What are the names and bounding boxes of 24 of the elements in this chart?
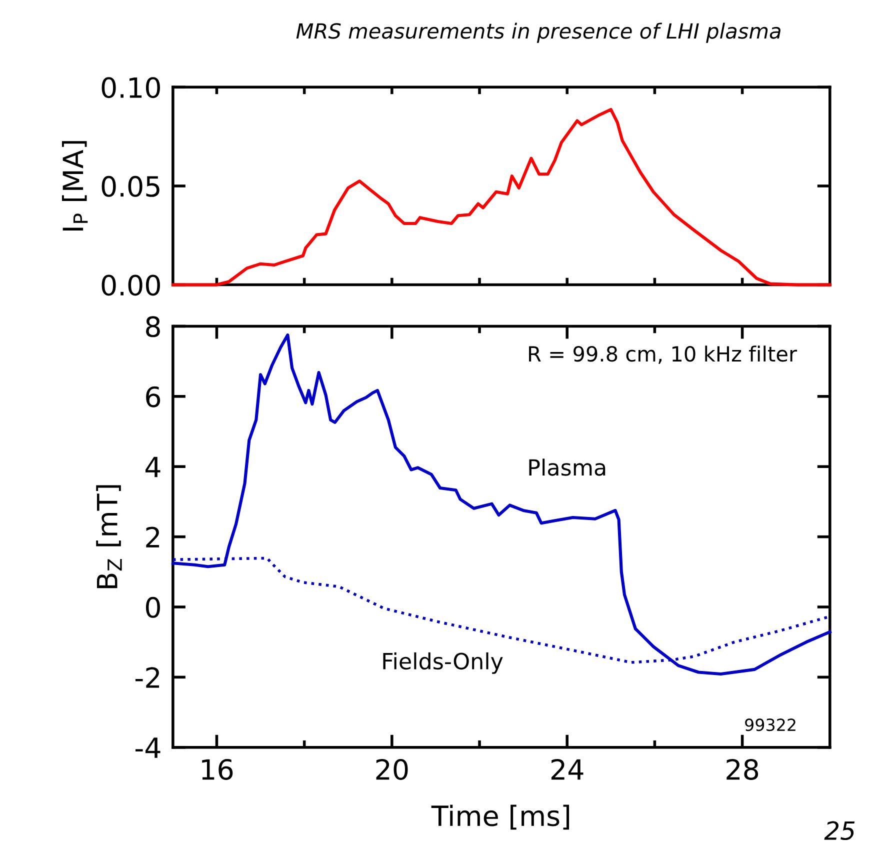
y-axis-title: B$_{Z}$ [mT] [96, 485, 122, 588]
text: 25 [824, 821, 855, 840]
x-tick-label: 24 [551, 758, 584, 780]
series-label: Fields-Only [383, 652, 503, 674]
x-axis-title: Time [ms] [431, 804, 570, 830]
y-tick-label: 0.10 [102, 77, 160, 98]
annotation: R = 99.8 cm, 10 kHz filter [529, 346, 798, 364]
y-tick-label: 2 [146, 526, 160, 548]
y-tick-label: -2 [135, 667, 160, 688]
y-tick-label: 6 [146, 386, 160, 408]
y-tick-label: 8 [146, 316, 160, 338]
y-tick-label: 0.00 [102, 274, 160, 296]
series-label: Plasma [529, 458, 606, 476]
x-tick-label: 28 [726, 758, 758, 780]
line-series [171, 333, 832, 676]
x-tick-label: 20 [376, 758, 408, 780]
y-axis-title: I$_{P}$ [MA] [62, 141, 88, 230]
y-tick-label: 0 [146, 596, 160, 618]
y-tick-label: 0.05 [102, 176, 160, 197]
x-tick-label: 16 [202, 758, 233, 780]
y-tick-label: -4 [135, 738, 160, 758]
y-tick-label: 4 [146, 456, 160, 478]
annotation: 99322 [745, 718, 796, 732]
chart-title: MRS measurements in presence of LHI plasma [296, 22, 780, 43]
